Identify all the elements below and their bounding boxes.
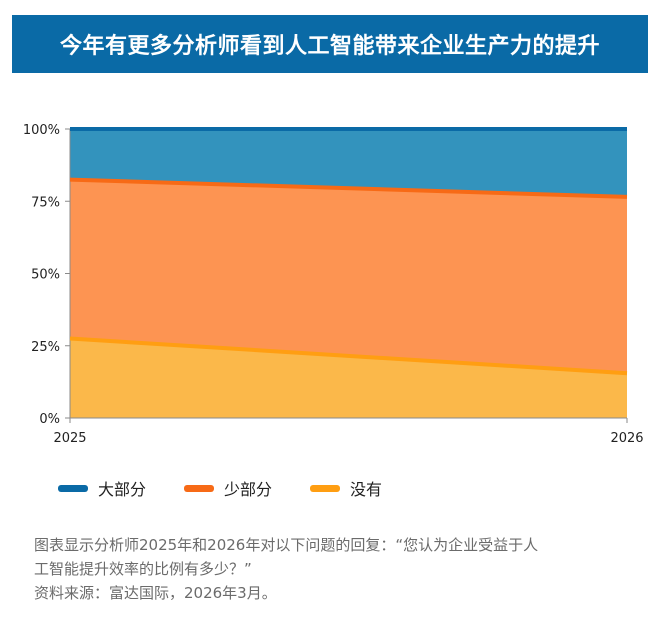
area-series-2 — [70, 179, 627, 374]
y-tick-label: 50% — [31, 268, 60, 283]
y-tick-label: 0% — [39, 412, 60, 427]
caption-source: 资料来源：富达国际，2026年3月。 — [34, 584, 277, 602]
legend-item: 少部分 — [184, 476, 272, 500]
chart-legend: 大部分 少部分 没有 — [58, 476, 420, 500]
x-tick-label: 2026 — [610, 431, 643, 446]
series-line-1 — [69, 336, 628, 376]
x-tick-label: 2025 — [53, 431, 86, 446]
legend-swatch — [310, 484, 341, 492]
caption-line-2: 工智能提升效率的比例有多少？” — [34, 560, 252, 578]
chart-title-bar: 今年有更多分析师看到人工智能带来企业生产力的提升 — [12, 15, 648, 73]
legend-item: 大部分 — [58, 476, 146, 500]
stacked-area-chart: 0% 25% 50% 75% 100% 2025 2026 — [23, 123, 644, 446]
y-tick-label: 25% — [31, 340, 60, 355]
y-tick-label: 75% — [31, 195, 60, 210]
legend-label: 少部分 — [224, 480, 273, 499]
caption-line-1: 图表显示分析师2025年和2026年对以下问题的回复：“您认为企业受益于人 — [34, 536, 539, 554]
series-line-2 — [69, 177, 628, 199]
area-series-3 — [70, 129, 627, 197]
chart-caption: 图表显示分析师2025年和2026年对以下问题的回复：“您认为企业受益于人 工智… — [34, 533, 634, 605]
legend-label: 大部分 — [98, 480, 147, 499]
chart-title: 今年有更多分析师看到人工智能带来企业生产力的提升 — [59, 34, 600, 59]
legend-label: 没有 — [350, 480, 383, 499]
area-series-1 — [70, 338, 627, 418]
legend-swatch — [184, 484, 215, 492]
y-tick-label: 100% — [23, 123, 60, 138]
legend-item: 没有 — [310, 476, 382, 500]
legend-swatch — [58, 484, 88, 492]
